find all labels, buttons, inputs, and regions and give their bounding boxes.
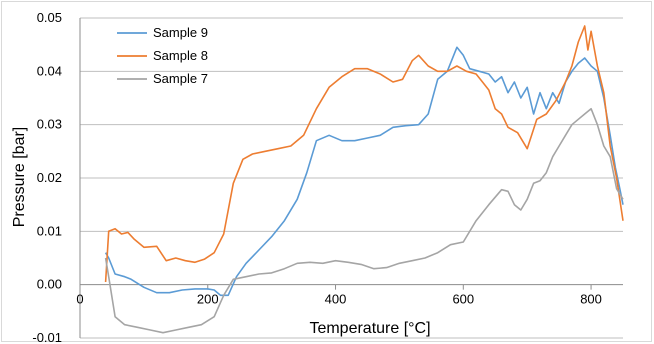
- y-axis-title: Pressure [bar]: [11, 127, 28, 227]
- x-axis-title: Temperature [°C]: [309, 320, 430, 337]
- y-tick-labels: -0.01 0.00 0.01 0.02 0.03 0.04 0.05: [32, 10, 62, 344]
- axes: [79, 18, 623, 338]
- x-tick-label: 600: [452, 292, 474, 307]
- series-line-sample-8: [104, 25, 624, 283]
- legend: Sample 9 Sample 8 Sample 7: [117, 25, 208, 86]
- legend-label: Sample 9: [153, 25, 208, 40]
- x-tick-label: 200: [197, 292, 219, 307]
- legend-label: Sample 8: [153, 48, 208, 63]
- y-tick-label: 0.03: [37, 117, 62, 132]
- x-tick-label: 400: [325, 292, 347, 307]
- x-tick-labels: 0 200 400 600 800: [76, 292, 602, 307]
- x-tick-label: 800: [580, 292, 602, 307]
- y-tick-label: 0.00: [37, 277, 62, 292]
- y-tick-label: -0.01: [32, 330, 62, 344]
- series-line-sample-7: [104, 107, 624, 334]
- y-tick-label: 0.02: [37, 170, 62, 185]
- x-tick-label: 0: [76, 292, 83, 307]
- y-tick-label: 0.05: [37, 10, 62, 25]
- legend-label: Sample 7: [153, 71, 208, 86]
- y-tick-label: 0.04: [37, 63, 62, 78]
- series-lines: [104, 25, 624, 334]
- y-tick-label: 0.01: [37, 223, 62, 238]
